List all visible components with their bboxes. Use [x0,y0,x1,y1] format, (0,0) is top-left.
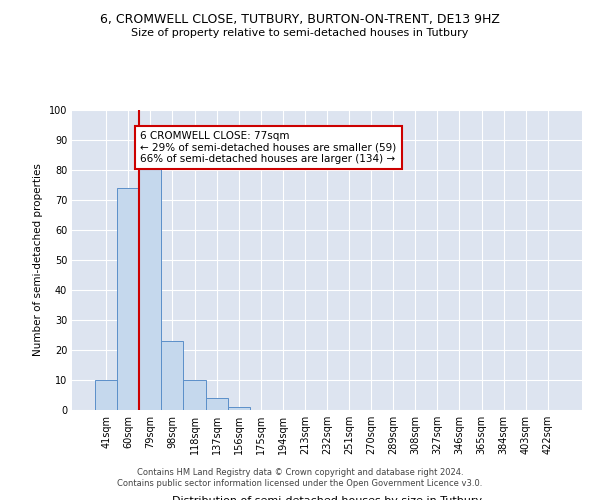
Bar [184,380,206,410]
Bar [227,407,250,410]
Bar [95,380,117,410]
Bar [139,167,161,410]
Text: 6, CROMWELL CLOSE, TUTBURY, BURTON-ON-TRENT, DE13 9HZ: 6, CROMWELL CLOSE, TUTBURY, BURTON-ON-TR… [100,12,500,26]
Text: Size of property relative to semi-detached houses in Tutbury: Size of property relative to semi-detach… [131,28,469,38]
Text: 6 CROMWELL CLOSE: 77sqm
← 29% of semi-detached houses are smaller (59)
66% of se: 6 CROMWELL CLOSE: 77sqm ← 29% of semi-de… [140,131,397,164]
Bar [206,398,227,410]
Bar [161,341,184,410]
X-axis label: Distribution of semi-detached houses by size in Tutbury: Distribution of semi-detached houses by … [172,496,482,500]
Text: Contains HM Land Registry data © Crown copyright and database right 2024.
Contai: Contains HM Land Registry data © Crown c… [118,468,482,487]
Y-axis label: Number of semi-detached properties: Number of semi-detached properties [33,164,43,356]
Bar [117,188,139,410]
